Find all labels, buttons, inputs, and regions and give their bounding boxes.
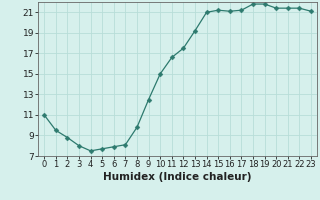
X-axis label: Humidex (Indice chaleur): Humidex (Indice chaleur) [103, 172, 252, 182]
